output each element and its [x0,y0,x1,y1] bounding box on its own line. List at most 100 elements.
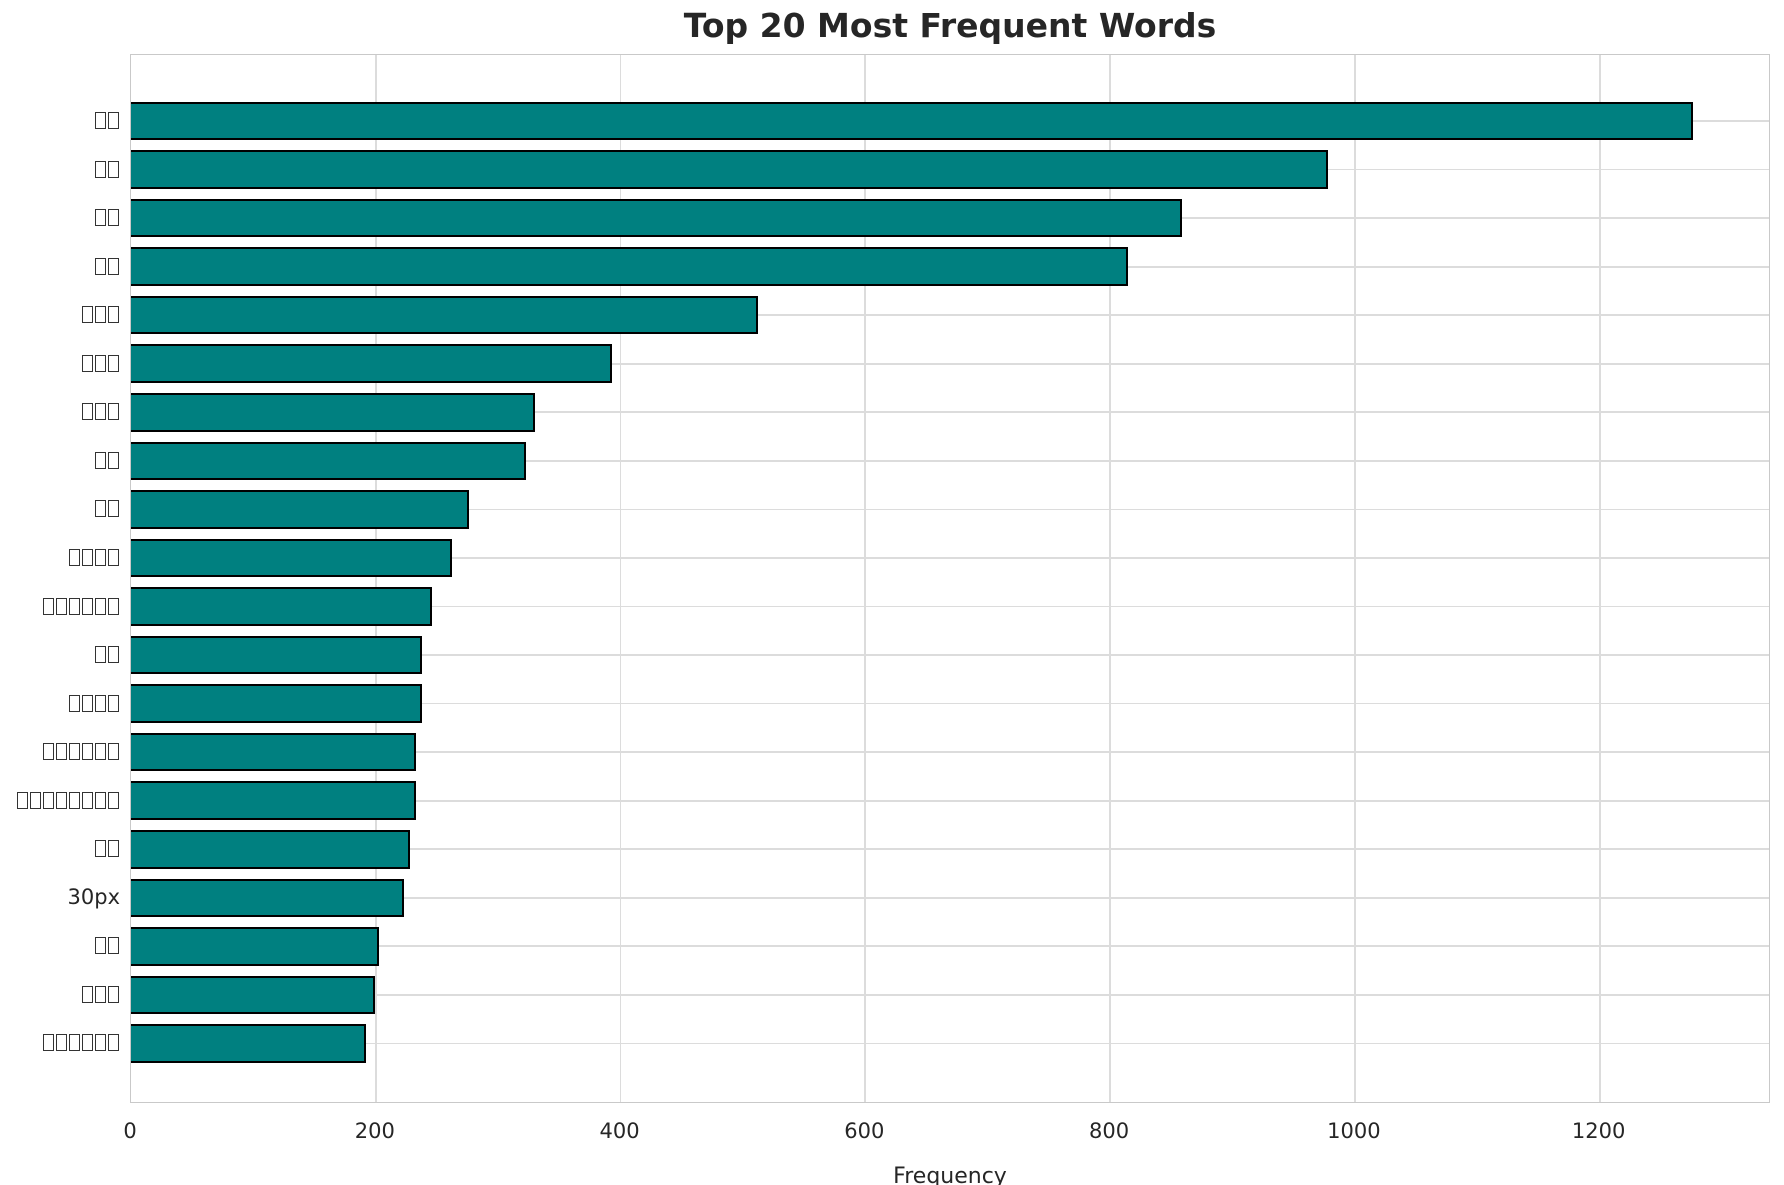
bar [131,1024,366,1063]
chart-title: Top 20 Most Frequent Words [683,6,1217,45]
missing-glyph-box [108,209,119,227]
bar [131,344,612,384]
gridline-horizontal [131,945,1769,948]
gridline-horizontal [131,314,1769,317]
gridline-vertical [619,55,622,1102]
missing-glyph-box [108,1034,119,1052]
x-tick-label: 0 [123,1119,137,1143]
bar [131,393,535,432]
missing-glyph-box [108,306,119,324]
y-axis-label [0,832,120,864]
missing-glyph-box [95,306,106,324]
gridline-vertical [1598,55,1601,1102]
missing-glyph-box [56,743,67,761]
missing-glyph-box [82,354,93,372]
x-tick-label: 1000 [1327,1119,1381,1143]
y-axis-label [0,104,120,136]
missing-glyph-box [95,646,106,664]
missing-glyph-box [95,1034,106,1052]
gridline-vertical [374,55,377,1102]
gridline-horizontal [131,605,1769,608]
missing-glyph-box [108,354,119,372]
gridline-horizontal [131,848,1769,851]
missing-glyph-box [108,500,119,518]
x-tick-label: 1200 [1571,1119,1626,1143]
bar [131,538,452,578]
missing-glyph-box [95,791,106,809]
y-axis-label [0,541,120,573]
bar [131,975,375,1015]
missing-glyph-box [95,451,106,469]
missing-glyph-box [69,743,80,761]
gridline-horizontal [131,508,1769,511]
gridline-horizontal [131,799,1769,802]
missing-glyph-box [108,985,119,1003]
x-tick-label: 200 [354,1119,395,1143]
x-axis-label: Frequency [893,1164,1007,1185]
y-axis-label [0,590,120,622]
gridline-horizontal [131,1042,1769,1045]
missing-glyph-box [69,1034,80,1052]
missing-glyph-box [43,597,54,615]
x-tick-label: 800 [1089,1119,1130,1143]
missing-glyph-box [108,597,119,615]
missing-glyph-box [82,306,93,324]
missing-glyph-box [69,791,80,809]
gridline-vertical [864,55,867,1102]
missing-glyph-box [95,354,106,372]
y-axis-label [0,735,120,767]
y-axis-label [0,444,120,476]
missing-glyph-box [43,791,54,809]
missing-glyph-box [95,985,106,1003]
missing-glyph-box [95,500,106,518]
bar [131,198,1183,238]
y-axis-label [0,395,120,427]
y-axis-label [0,298,120,330]
missing-glyph-box [82,403,93,421]
y-axis-label [0,347,120,379]
missing-glyph-box [82,597,93,615]
missing-glyph-box [69,548,80,566]
missing-glyph-box [95,257,106,275]
missing-glyph-box [108,791,119,809]
missing-glyph-box [17,791,28,809]
plot-area [130,54,1770,1103]
gridline-horizontal [131,557,1769,559]
gridline-horizontal [131,896,1769,899]
missing-glyph-box [56,1034,67,1052]
bar [131,490,469,529]
bar [131,781,417,820]
x-tick-label: 600 [844,1119,885,1143]
missing-glyph-box [82,743,93,761]
missing-glyph-box [82,985,93,1003]
missing-glyph-box [95,694,106,712]
gridline-horizontal [131,994,1769,996]
missing-glyph-box [95,840,106,858]
missing-glyph-box [108,160,119,178]
missing-glyph-box [108,840,119,858]
missing-glyph-box [69,597,80,615]
missing-glyph-box [82,694,93,712]
missing-glyph-box [95,112,106,129]
missing-glyph-box [43,1034,54,1052]
gridline-horizontal [131,362,1769,365]
x-tick-label: 400 [599,1119,640,1143]
missing-glyph-box [95,403,106,421]
missing-glyph-box [108,112,119,129]
missing-glyph-box [108,548,119,566]
bar [131,684,423,723]
bar [131,587,433,626]
y-axis-label [0,492,120,524]
bar [131,829,411,869]
missing-glyph-box [95,597,106,615]
bar [131,878,404,918]
missing-glyph-box [95,160,106,178]
missing-glyph-box [108,694,119,712]
bar [131,101,1693,141]
y-axis-label [0,978,120,1010]
missing-glyph-box [95,209,106,227]
bar [131,732,417,772]
gridline-vertical [1353,55,1356,1102]
missing-glyph-box [82,791,93,809]
